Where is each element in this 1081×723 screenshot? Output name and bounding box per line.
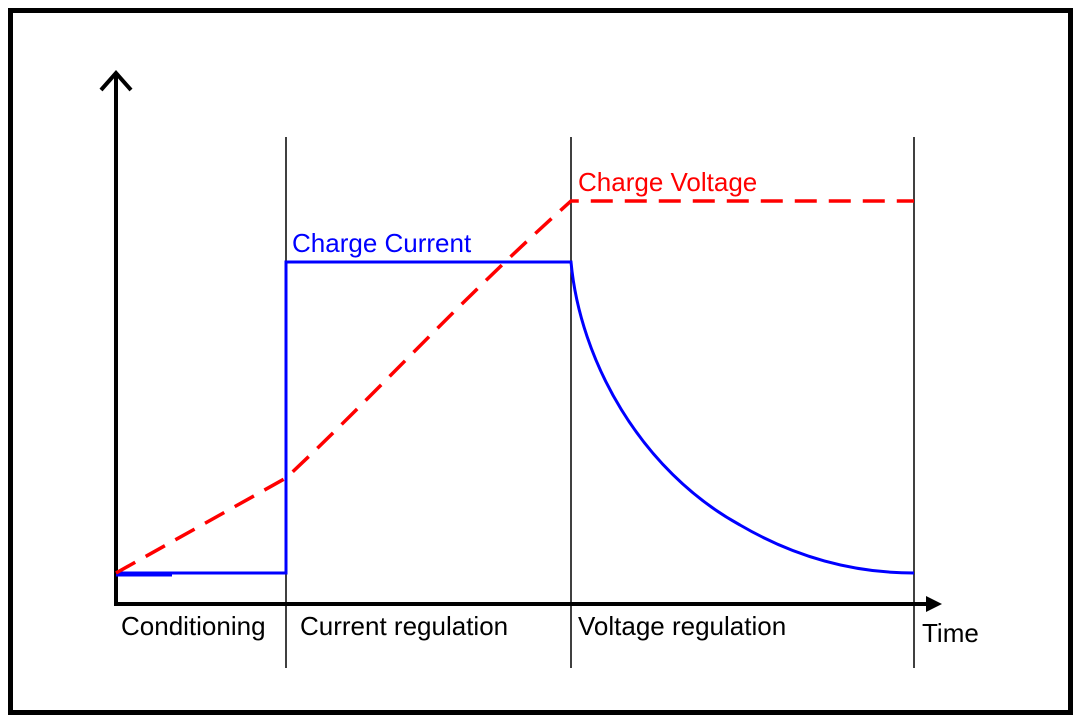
phase-label-conditioning: Conditioning [121, 611, 266, 641]
diagram-frame [8, 8, 1073, 715]
charge-current-curve [116, 260, 915, 575]
charge-voltage-curve [115, 199, 914, 575]
phase-label-current-regulation: Current regulation [300, 611, 508, 641]
charge-voltage-label: Charge Voltage [578, 167, 757, 197]
y-axis-arrowhead [99, 69, 133, 92]
charge-current-label: Charge Current [292, 228, 472, 258]
x-axis-time-label: Time [922, 618, 979, 648]
x-axis-arrowhead [926, 596, 942, 612]
phase-label-voltage-regulation: Voltage regulation [578, 611, 786, 641]
